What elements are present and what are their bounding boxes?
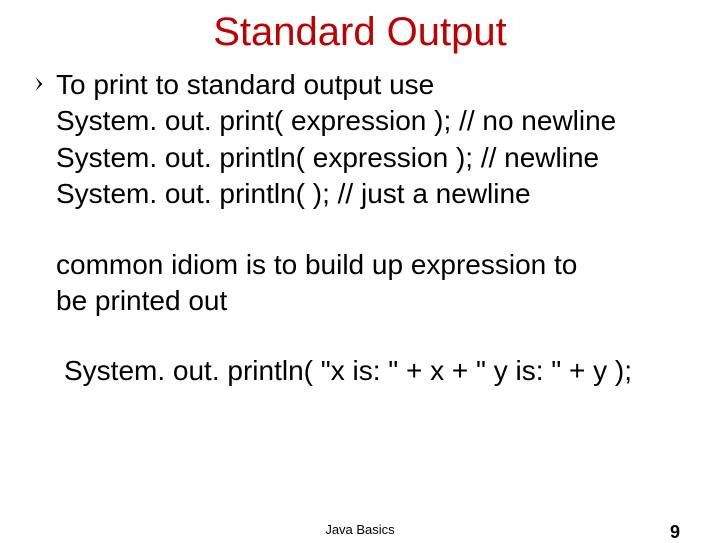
slide-title: Standard Output [30,10,690,55]
spacer [30,319,690,353]
idiom-line-1: common idiom is to build up expression t… [56,247,690,283]
code-line-1: System. out. print( expression ); // no … [56,103,690,139]
bullet-icon [34,77,48,91]
footer-label: Java Basics [325,522,394,537]
spacer [30,213,690,247]
idiom-line-2: be printed out [56,283,690,319]
code-line-3: System. out. println( ); // just a newli… [56,176,690,212]
slide-container: Standard Output To print to standard out… [0,0,720,540]
example-code: System. out. println( "x is: " + x + " y… [64,353,690,389]
code-line-2: System. out. println( expression ); // n… [56,140,690,176]
bullet-lead-text: To print to standard output use [56,67,434,103]
bullet-item: To print to standard output use [34,67,690,103]
